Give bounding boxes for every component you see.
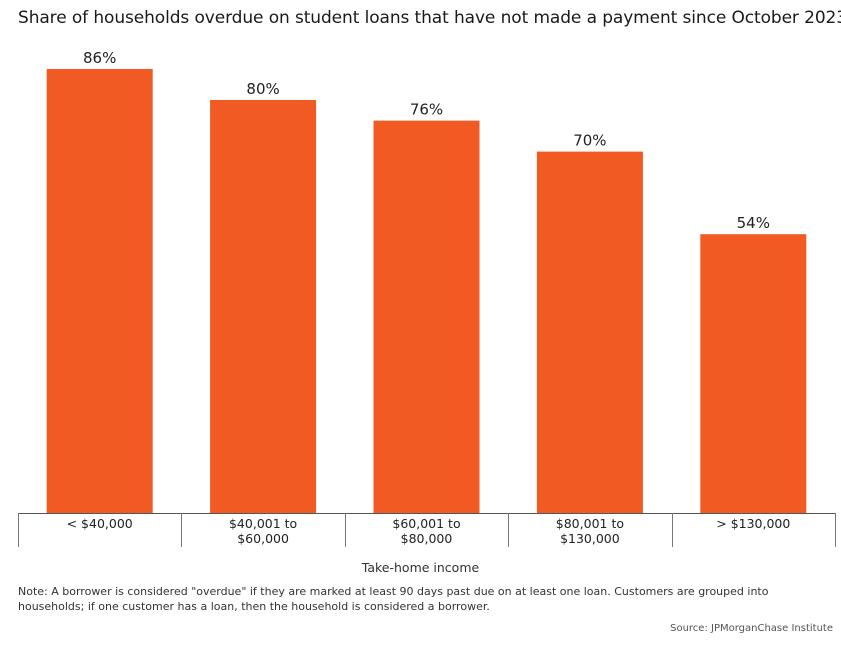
bar [210, 99, 317, 513]
category-label: $40,001 to $60,000 [228, 516, 298, 546]
bar [536, 151, 643, 513]
category-label: > $130,000 [716, 516, 791, 531]
bar-value-label: 76% [410, 101, 443, 119]
bar-value-label: 54% [737, 214, 770, 232]
footnote: Note: A borrower is considered "overdue"… [18, 585, 769, 613]
bar [46, 69, 153, 513]
bar-value-label: 86% [83, 49, 116, 67]
bar [700, 234, 807, 514]
bar [373, 120, 480, 514]
source-note: Source: JPMorganChase Institute [670, 623, 833, 634]
category-label: $60,001 to $80,000 [392, 516, 461, 546]
category-label: $80,001 to $130,000 [555, 516, 624, 546]
bar-chart: 86% 80% 76% 70% 54% [18, 49, 836, 547]
x-axis-label: Take-home income [361, 560, 480, 575]
bar-value-label: 70% [573, 132, 606, 150]
category-label: < $40,000 [66, 516, 133, 531]
bar-value-label: 80% [246, 80, 279, 98]
chart-title: Share of households overdue on student l… [18, 8, 841, 28]
